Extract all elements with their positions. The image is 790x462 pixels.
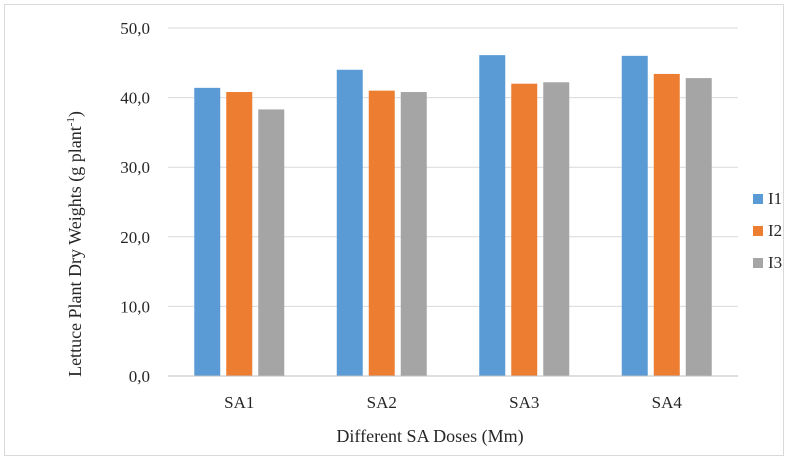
bar-i1-sa1 (194, 87, 221, 376)
legend-label: I1 (768, 189, 782, 208)
y-axis-label-superscript: -1 (65, 117, 77, 126)
x-axis-label: Different SA Doses (Mm) (336, 426, 523, 447)
y-axis-label-main: Lettuce Plant Dry Weights (g plant (65, 126, 86, 377)
legend-label: I2 (768, 221, 782, 240)
bar-i1-sa2 (336, 69, 363, 376)
bar-i1-sa4 (621, 55, 648, 377)
y-tick-label: 0,0 (129, 367, 150, 386)
bar-i2-sa2 (368, 90, 395, 376)
bars (194, 55, 712, 377)
bar-i3-sa1 (258, 109, 285, 376)
x-axis-tick-labels: SA1 SA2 SA3 SA4 (224, 393, 682, 412)
y-axis-tick-labels: 0,0 10,0 20,0 30,0 40,0 50,0 (120, 19, 150, 386)
x-tick-label: SA3 (509, 393, 539, 412)
gridlines (168, 27, 738, 307)
y-tick-label: 30,0 (120, 158, 150, 177)
bar-i3-sa3 (543, 82, 570, 377)
legend: I1 I2 I3 (753, 189, 782, 272)
bar-i2-sa3 (511, 83, 538, 377)
y-tick-label: 50,0 (120, 19, 150, 38)
bar-i3-sa2 (400, 92, 427, 377)
y-axis-label: Lettuce Plant Dry Weights (g plant-1) (65, 111, 86, 377)
y-tick-label: 20,0 (120, 228, 150, 247)
bar-i2-sa1 (226, 92, 253, 377)
bar-i1-sa3 (479, 55, 506, 376)
legend-label: I3 (768, 253, 782, 272)
y-tick-label: 40,0 (120, 89, 150, 108)
y-axis-label-close: ) (65, 111, 86, 117)
legend-swatch (753, 194, 763, 204)
bar-i3-sa4 (685, 78, 712, 376)
x-tick-label: SA1 (224, 393, 254, 412)
x-tick-label: SA2 (367, 393, 397, 412)
x-tick-label: SA4 (652, 393, 683, 412)
bar-i2-sa4 (653, 73, 680, 376)
y-tick-label: 10,0 (120, 297, 150, 316)
legend-swatch (753, 258, 763, 268)
legend-swatch (753, 226, 763, 236)
